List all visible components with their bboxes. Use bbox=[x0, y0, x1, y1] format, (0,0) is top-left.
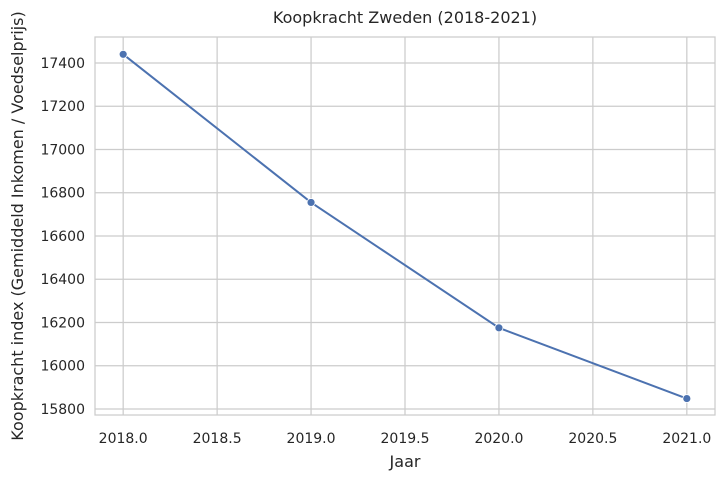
chart-title: Koopkracht Zweden (2018-2021) bbox=[273, 8, 537, 27]
y-tick-label: 16400 bbox=[40, 272, 85, 288]
y-tick-label: 17200 bbox=[40, 99, 85, 115]
x-tick-label: 2019.0 bbox=[287, 431, 336, 447]
data-point bbox=[118, 49, 128, 59]
series bbox=[118, 49, 692, 403]
y-tick-label: 16200 bbox=[40, 315, 85, 331]
data-point bbox=[682, 394, 692, 403]
y-tick-label: 16600 bbox=[40, 229, 85, 245]
plot-frame bbox=[94, 36, 716, 416]
x-axis-label: Jaar bbox=[389, 452, 421, 471]
y-axis-label: Koopkracht index (Gemiddeld Inkomen / Vo… bbox=[8, 11, 27, 440]
x-tick-label: 2019.5 bbox=[381, 431, 430, 447]
y-tick-labels: 15800 16000 16200 16400 16600 16800 17000 17200… bbox=[40, 56, 85, 418]
y-tick-label: 16000 bbox=[40, 359, 85, 375]
grid bbox=[95, 37, 715, 415]
data-point bbox=[494, 323, 504, 333]
x-tick-label: 2020.5 bbox=[568, 431, 617, 447]
series-line bbox=[122, 53, 688, 400]
x-tick-label: 2018.5 bbox=[193, 431, 242, 447]
y-tick-label: 17400 bbox=[40, 56, 85, 72]
y-tick-label: 16800 bbox=[40, 186, 85, 202]
y-tick-label: 15800 bbox=[40, 402, 85, 418]
data-point bbox=[306, 198, 316, 207]
x-tick-labels: 2018.0 2018.5 2019.0 2019.5 2020.0 2020.5 2021… bbox=[99, 431, 712, 447]
x-tick-label: 2018.0 bbox=[99, 431, 148, 447]
x-tick-label: 2020.0 bbox=[474, 431, 523, 447]
x-tick-label: 2021.0 bbox=[662, 431, 711, 447]
y-tick-label: 17000 bbox=[40, 142, 85, 158]
